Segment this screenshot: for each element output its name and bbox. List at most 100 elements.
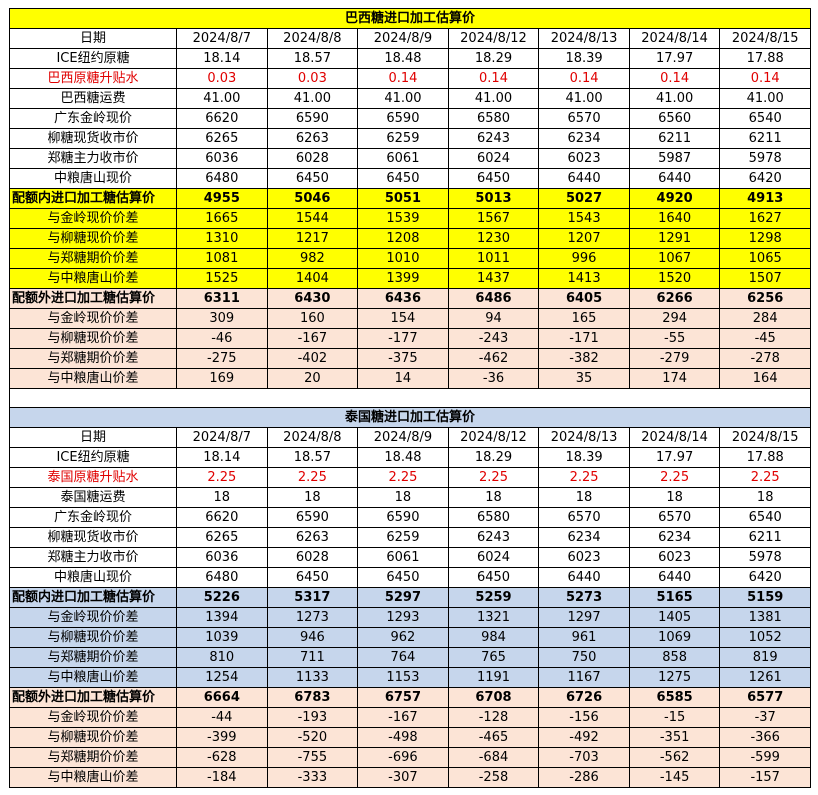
table-cell: 6243 — [447, 527, 540, 548]
table-cell: 5027 — [538, 188, 630, 209]
table-cell: 18.57 — [266, 48, 359, 69]
row-label: 广东金岭现价 — [8, 108, 178, 129]
table-cell: 1405 — [628, 607, 721, 628]
table-cell: 6061 — [357, 148, 449, 169]
table-cell: 1437 — [447, 268, 540, 289]
table-cell: 18.48 — [357, 48, 449, 69]
table-cell: 5046 — [266, 188, 359, 209]
table-cell: -375 — [357, 348, 449, 369]
table-cell: 6480 — [176, 168, 268, 189]
table-cell: 6726 — [538, 687, 630, 708]
table-cell: 6757 — [357, 687, 449, 708]
table-cell: 1310 — [176, 228, 268, 249]
table-cell: -171 — [538, 328, 630, 349]
table-cell: 18 — [176, 487, 268, 508]
table-cell: -492 — [538, 727, 630, 748]
table-cell: 1065 — [719, 248, 811, 269]
table-cell: 6259 — [357, 527, 449, 548]
table-cell: 6436 — [357, 288, 449, 309]
table-cell: 750 — [538, 647, 630, 668]
table-row: 配额内进口加工糖估算价 5226 5317 5297 5259 5273 5165 5159 — [8, 587, 811, 608]
row-label: 配额内进口加工糖估算价 — [8, 587, 178, 608]
table-cell: 1275 — [628, 667, 721, 688]
table-row: 日期 2024/8/7 2024/8/8 2024/8/9 2024/8/12 2024/… — [8, 28, 811, 49]
table-cell: 1207 — [538, 228, 630, 249]
table-cell: 1261 — [719, 667, 811, 688]
table-cell: 174 — [628, 368, 721, 389]
table-cell: -351 — [628, 727, 721, 748]
table-cell: -145 — [628, 767, 721, 788]
table-cell: 1298 — [719, 228, 811, 249]
table-cell: 41.00 — [719, 88, 811, 109]
table-row: 巴西原糖升贴水 0.03 0.03 0.14 0.14 0.14 0.14 0.14 — [8, 68, 811, 89]
table-cell: 18 — [628, 487, 721, 508]
table-cell: 6259 — [357, 128, 449, 149]
row-label: 泰国糖运费 — [8, 487, 178, 508]
section-spacer — [9, 388, 811, 408]
table-cell: 6570 — [538, 507, 630, 528]
table-cell: 810 — [176, 647, 268, 668]
table-cell: 154 — [357, 308, 449, 329]
thailand-section-title: 泰国糖进口加工估算价 — [9, 407, 811, 428]
row-label: ICE纽约原糖 — [8, 48, 178, 69]
table-cell: 1627 — [719, 208, 811, 229]
table-cell: 1217 — [266, 228, 359, 249]
table-cell: 18.14 — [176, 447, 268, 468]
table-row: 与金岭现价价差 1665 1544 1539 1567 1543 1640 1627 — [8, 208, 811, 229]
table-cell: 961 — [538, 627, 630, 648]
table-row: 与金岭现价价差 309 160 154 94 165 294 284 — [8, 308, 811, 329]
table-row: 与柳糖现价价差 1039 946 962 984 961 1069 1052 — [8, 627, 811, 648]
table-cell: 18.57 — [266, 447, 359, 468]
table-cell: 1507 — [719, 268, 811, 289]
table-cell: 284 — [719, 308, 811, 329]
table-cell: 1297 — [538, 607, 630, 628]
table-cell: 5159 — [719, 587, 811, 608]
table-cell: 996 — [538, 248, 630, 269]
table-cell: 6560 — [628, 108, 721, 129]
row-label: 日期 — [8, 427, 178, 448]
row-label: 与郑糖期价价差 — [8, 747, 178, 768]
row-label: 与郑糖期价价差 — [8, 248, 178, 269]
table-cell: 0.03 — [176, 68, 268, 89]
table-cell: 2.25 — [628, 467, 721, 488]
table-cell: 18 — [719, 487, 811, 508]
row-label: 与金岭现价价差 — [8, 208, 178, 229]
table-cell: 982 — [266, 248, 359, 269]
table-cell: 1413 — [538, 268, 630, 289]
row-label: 与中粮唐山价差 — [8, 767, 178, 788]
table-cell: -465 — [447, 727, 540, 748]
table-cell: 1067 — [628, 248, 721, 269]
table-cell: 41.00 — [176, 88, 268, 109]
table-cell: -307 — [357, 767, 449, 788]
table-cell: 1544 — [266, 208, 359, 229]
table-cell: 819 — [719, 647, 811, 668]
row-label: 与柳糖现价价差 — [8, 228, 178, 249]
table-cell: 1293 — [357, 607, 449, 628]
table-cell: -55 — [628, 328, 721, 349]
table-cell: 2024/8/9 — [357, 28, 449, 49]
table-cell: 14 — [357, 368, 449, 389]
table-cell: 2024/8/7 — [176, 427, 268, 448]
table-cell: 6234 — [538, 527, 630, 548]
table-cell: 6263 — [266, 128, 359, 149]
table-cell: -184 — [176, 767, 268, 788]
table-cell: 6234 — [628, 527, 721, 548]
table-row: 与郑糖期价价差 -628 -755 -696 -684 -703 -562 -599 — [8, 747, 811, 768]
thailand-section-title-row: 泰国糖进口加工估算价 — [9, 407, 811, 428]
row-label: 中粮唐山现价 — [8, 567, 178, 588]
table-cell: 6440 — [628, 567, 721, 588]
table-cell: 2024/8/7 — [176, 28, 268, 49]
table-cell: 18 — [538, 487, 630, 508]
table-cell: 2.25 — [447, 467, 540, 488]
table-cell: 94 — [447, 308, 540, 329]
table-row: 与金岭现价价差 1394 1273 1293 1321 1297 1405 1381 — [8, 607, 811, 628]
table-cell: 6430 — [266, 288, 359, 309]
table-cell: -36 — [447, 368, 540, 389]
table-cell: 1052 — [719, 627, 811, 648]
row-label: 配额内进口加工糖估算价 — [8, 188, 178, 209]
table-cell: 6450 — [266, 168, 359, 189]
table-cell: 2024/8/8 — [266, 427, 359, 448]
table-cell: 309 — [176, 308, 268, 329]
table-row: 与郑糖期价价差 810 711 764 765 750 858 819 — [8, 647, 811, 668]
table-cell: -703 — [538, 747, 630, 768]
